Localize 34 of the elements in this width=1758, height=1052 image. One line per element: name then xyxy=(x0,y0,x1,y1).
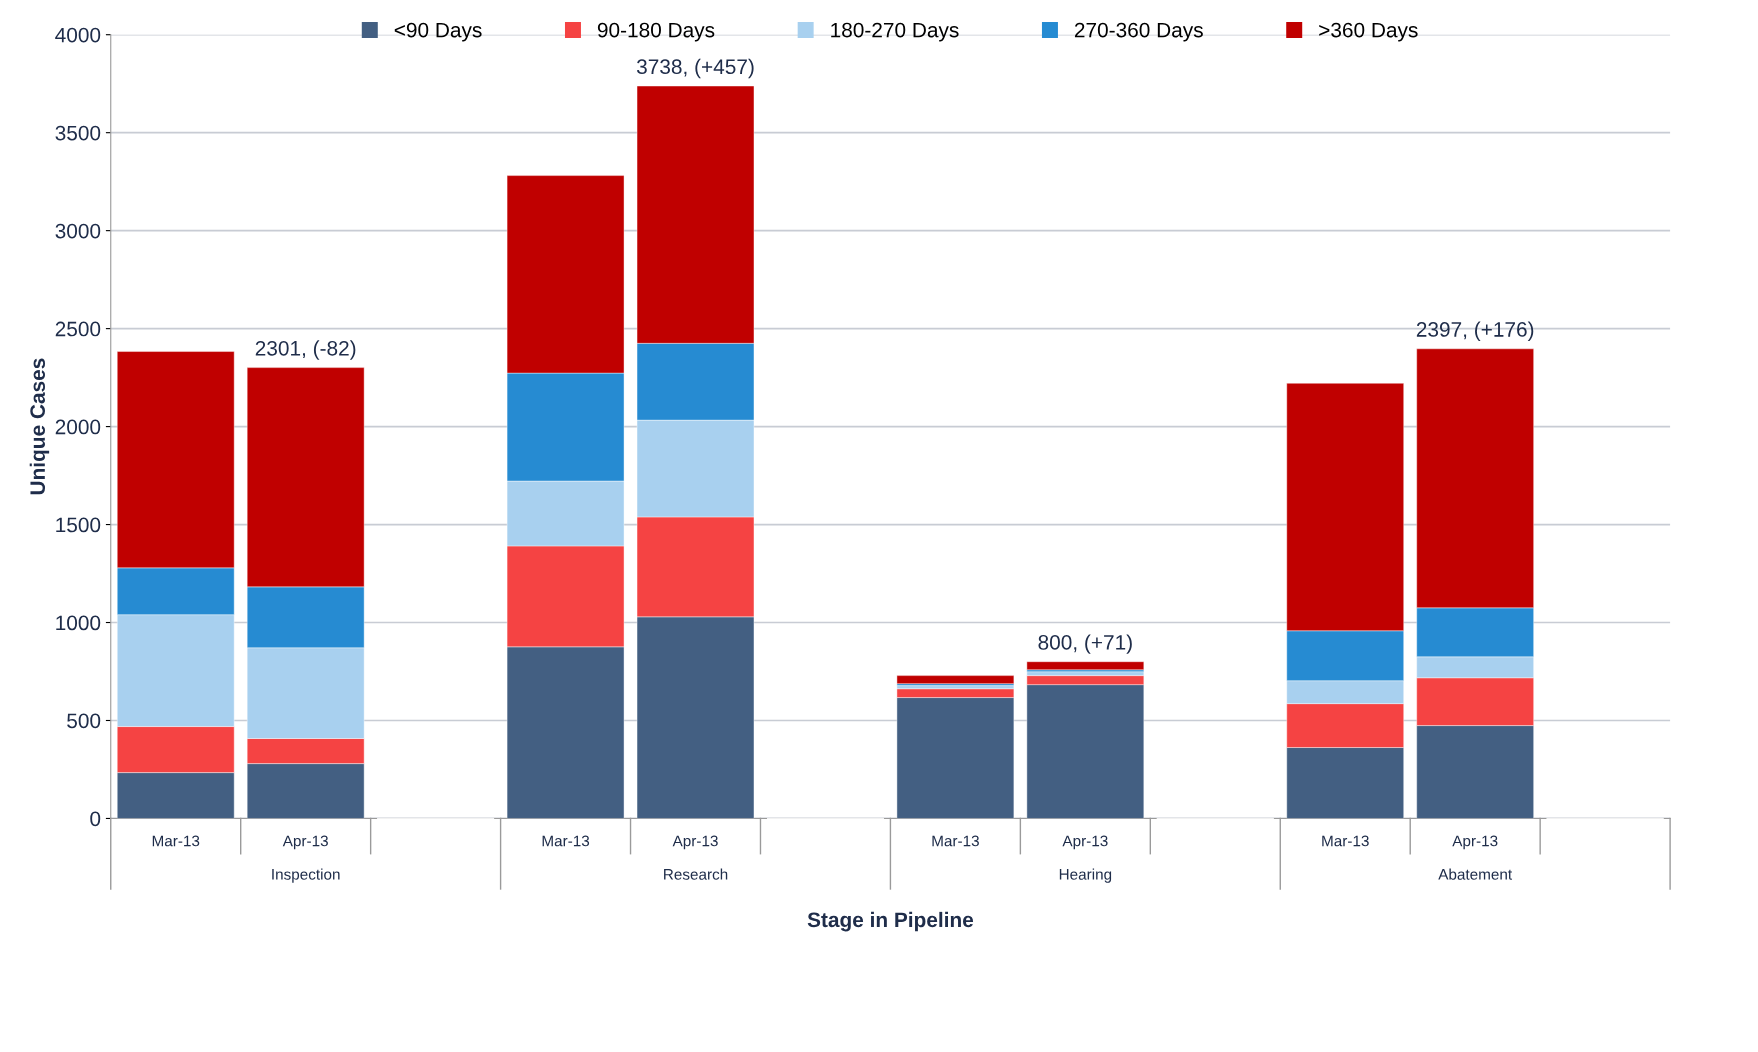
bar xyxy=(896,675,1015,684)
x-tick-label: Mar-13 xyxy=(1322,835,1369,847)
text: Research xyxy=(664,868,728,880)
x-axis-title: Stage in Pipeline xyxy=(807,911,974,932)
legend-label: 270-360 Days xyxy=(1074,22,1203,42)
y-tick-label: 0 xyxy=(90,811,101,827)
legend-label: >360 Days xyxy=(1319,22,1418,42)
total-label: 2397, (+176) xyxy=(1416,321,1534,341)
total-label: 3738, (+457) xyxy=(636,58,754,79)
x-tick-label: Apr-13 xyxy=(1452,835,1498,850)
y-tick-label: 4000 xyxy=(55,27,101,43)
total-label: 800, (+71) xyxy=(1038,634,1132,654)
y-tick-label: 500 xyxy=(67,713,101,729)
y-tick-label: 2000 xyxy=(55,419,101,435)
legend-label: 90-180 Days xyxy=(597,22,715,42)
bar xyxy=(1026,661,1145,670)
text: Abatement xyxy=(1438,868,1513,880)
y-tick-label: 1000 xyxy=(56,615,101,631)
y-tick-label: 2500 xyxy=(55,321,101,337)
x-tick-label: Mar-13 xyxy=(932,835,979,847)
legend-label: <90 Days xyxy=(394,22,482,42)
x-tick-label: Mar-13 xyxy=(152,835,200,847)
text: Inspection xyxy=(272,868,340,883)
x-tick-label: Apr-13 xyxy=(1062,835,1108,850)
y-axis-title: Unique Cases xyxy=(29,358,50,495)
x-tick-label: Apr-13 xyxy=(282,835,328,850)
total-label: 2301, (-82) xyxy=(255,340,356,360)
y-tick-label: 3500 xyxy=(55,125,101,141)
legend-label: 180-270 Days xyxy=(831,22,959,42)
y-tick-label: 3000 xyxy=(55,223,101,239)
y-tick-label: 1500 xyxy=(56,517,101,533)
text: Hearing xyxy=(1059,868,1112,883)
x-tick-label: Apr-13 xyxy=(672,835,718,850)
x-tick-label: Mar-13 xyxy=(542,835,590,847)
